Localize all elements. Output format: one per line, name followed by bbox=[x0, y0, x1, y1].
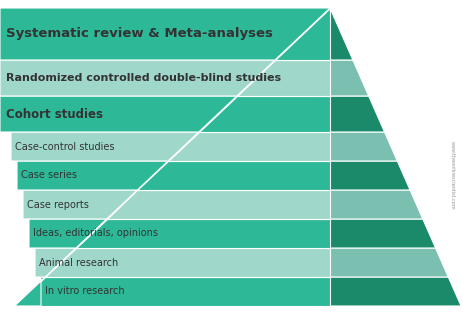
Polygon shape bbox=[237, 60, 330, 96]
Polygon shape bbox=[137, 161, 330, 190]
Text: Randomized controlled double-blind studies: Randomized controlled double-blind studi… bbox=[6, 73, 281, 83]
Polygon shape bbox=[107, 190, 330, 219]
Polygon shape bbox=[17, 161, 168, 190]
Polygon shape bbox=[15, 277, 330, 306]
Polygon shape bbox=[330, 96, 384, 132]
Polygon shape bbox=[330, 8, 353, 60]
Polygon shape bbox=[330, 60, 369, 96]
Polygon shape bbox=[35, 248, 76, 277]
Polygon shape bbox=[330, 219, 436, 248]
Text: Ideas, editorials, opinions: Ideas, editorials, opinions bbox=[33, 228, 158, 238]
Text: Case-control studies: Case-control studies bbox=[15, 141, 115, 151]
Polygon shape bbox=[15, 277, 45, 306]
Text: Systematic review & Meta-analyses: Systematic review & Meta-analyses bbox=[6, 27, 273, 40]
Polygon shape bbox=[330, 132, 397, 161]
Polygon shape bbox=[23, 190, 137, 219]
Polygon shape bbox=[330, 248, 448, 277]
Polygon shape bbox=[29, 219, 107, 248]
Text: Case reports: Case reports bbox=[27, 200, 89, 210]
Polygon shape bbox=[11, 132, 199, 161]
Text: www.theonlinescientist.com: www.theonlinescientist.com bbox=[449, 141, 455, 209]
Polygon shape bbox=[330, 190, 423, 219]
Polygon shape bbox=[0, 60, 275, 96]
Polygon shape bbox=[76, 219, 330, 248]
Polygon shape bbox=[0, 8, 330, 60]
Polygon shape bbox=[168, 132, 330, 161]
Polygon shape bbox=[330, 277, 461, 306]
Text: Cohort studies: Cohort studies bbox=[6, 108, 103, 120]
Polygon shape bbox=[199, 96, 330, 132]
Text: In vitro research: In vitro research bbox=[45, 287, 125, 297]
Polygon shape bbox=[45, 248, 330, 277]
Polygon shape bbox=[0, 96, 237, 132]
Text: Case series: Case series bbox=[21, 171, 77, 181]
Polygon shape bbox=[275, 8, 330, 60]
Polygon shape bbox=[330, 161, 410, 190]
Text: Animal research: Animal research bbox=[39, 257, 118, 267]
